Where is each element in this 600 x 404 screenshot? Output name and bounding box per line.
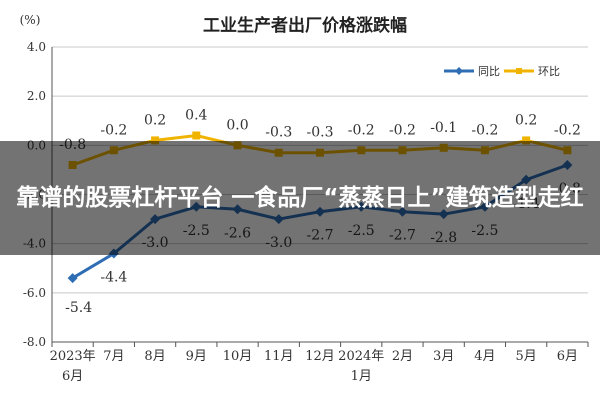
headline-text: 靠谱的股票杠杆平台 一食品厂“蒸蒸日上”建筑造型走红 xyxy=(16,185,584,211)
x-tick-label: 3月 xyxy=(433,349,454,364)
x-tick-label: 1月 xyxy=(351,369,372,384)
x-tick-label: 11月 xyxy=(264,349,294,364)
x-tick-label: 12月 xyxy=(305,349,335,364)
data-label: -0.2 xyxy=(100,122,127,138)
x-tick-label: 9月 xyxy=(186,349,207,364)
chart-title: 工业生产者出厂价格涨跌幅 xyxy=(203,15,407,36)
x-tick-label: 10月 xyxy=(223,349,253,364)
x-tick-label: 2023年 xyxy=(50,349,96,364)
y-tick-label: -8.0 xyxy=(23,335,46,349)
y-tick-label: 2.0 xyxy=(27,89,46,103)
legend-label: 同比 xyxy=(478,65,500,78)
data-point-mom xyxy=(522,136,531,145)
legend-marker xyxy=(516,68,522,74)
data-label: 0.2 xyxy=(144,112,166,128)
x-tick-label: 7月 xyxy=(103,349,124,364)
data-label: -0.1 xyxy=(430,120,457,136)
x-tick-label: 2024年 xyxy=(338,349,384,364)
data-label: -0.2 xyxy=(554,122,581,138)
data-label: -0.3 xyxy=(265,125,292,141)
data-label: 0.4 xyxy=(185,108,207,124)
data-label: -5.4 xyxy=(65,300,92,316)
data-point-yoy xyxy=(67,273,78,284)
x-tick-label: 2月 xyxy=(392,349,413,364)
data-label: -4.4 xyxy=(100,270,127,286)
headline-banner[interactable]: 靠谱的股票杠杆平台 一食品厂“蒸蒸日上”建筑造型走红 xyxy=(0,141,600,255)
x-tick-label: 6月 xyxy=(62,369,83,384)
x-tick-label: 5月 xyxy=(516,349,537,364)
data-label: -0.3 xyxy=(307,125,334,141)
x-tick-label: 8月 xyxy=(144,349,165,364)
legend-marker xyxy=(455,67,463,75)
legend-label: 环比 xyxy=(538,65,560,78)
data-label: -0.2 xyxy=(389,122,416,138)
y-tick-label: -6.0 xyxy=(23,286,46,300)
y-tick-label: 4.0 xyxy=(27,40,46,54)
data-point-mom xyxy=(151,136,160,145)
x-tick-label: 6月 xyxy=(557,349,578,364)
data-label: -0.2 xyxy=(348,122,375,138)
y-unit-label: (%) xyxy=(20,13,41,27)
data-point-mom xyxy=(192,131,201,140)
data-label: 0.2 xyxy=(515,112,537,128)
data-label: 0.0 xyxy=(226,117,248,133)
x-tick-label: 4月 xyxy=(474,349,495,364)
data-label: -0.2 xyxy=(471,122,498,138)
